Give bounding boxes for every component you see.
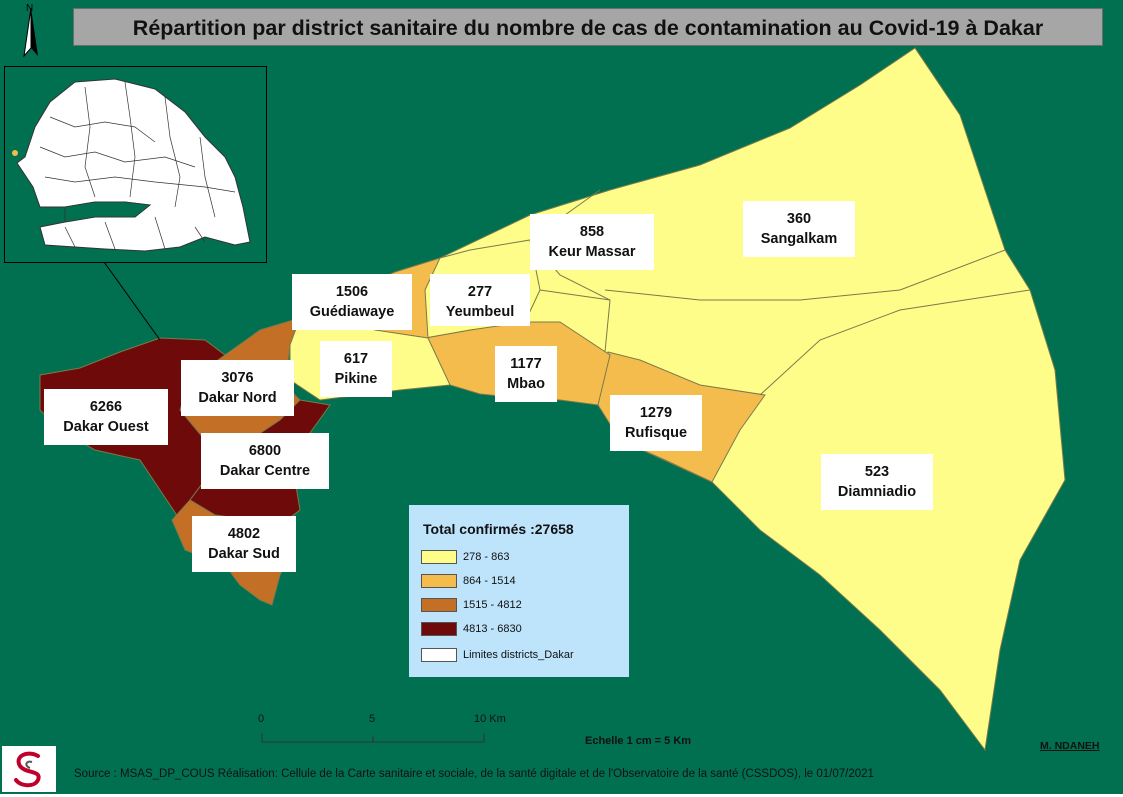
- legend-item-label: 864 - 1514: [463, 575, 516, 587]
- legend-item: 864 - 1514: [421, 574, 626, 590]
- scale-tick-10: 10 Km: [474, 713, 506, 725]
- district-label-dakar-centre: 6800 Dakar Centre: [201, 433, 329, 489]
- district-name: Guédiawaye: [309, 304, 395, 320]
- legend-item: 1515 - 4812: [421, 598, 626, 614]
- district-cases: 858: [579, 224, 605, 240]
- district-cases: 1177: [510, 356, 542, 372]
- legend-swatch: [421, 550, 457, 564]
- scale-text: Echelle 1 cm = 5 Km: [585, 735, 692, 747]
- legend-item: Limites districts_Dakar: [421, 648, 626, 664]
- district-cases: 6266: [89, 399, 123, 415]
- map-legend: Total confirmés :27658 278 - 863 864 - 1…: [409, 505, 629, 677]
- district-cases: 360: [786, 211, 812, 227]
- district-name: Keur Massar: [548, 244, 636, 260]
- district-cases: 4802: [227, 526, 261, 542]
- legend-swatch: [421, 622, 457, 636]
- legend-swatch: [421, 574, 457, 588]
- district-name: Sangalkam: [760, 231, 838, 247]
- legend-item-label: Limites districts_Dakar: [463, 649, 574, 661]
- district-label-dakar-ouest: 6266 Dakar Ouest: [44, 389, 168, 445]
- district-name: Dakar Ouest: [63, 419, 149, 435]
- district-label-guediawaye: 1506 Guédiawaye: [292, 274, 412, 330]
- district-label-dakar-nord: 3076 Dakar Nord: [181, 360, 294, 416]
- district-label-dakar-sud: 4802 Dakar Sud: [192, 516, 296, 572]
- district-label-yeumbeul: 277 Yeumbeul: [430, 274, 530, 326]
- district-label-pikine: 617 Pikine: [320, 341, 392, 397]
- district-cases: 6800: [248, 443, 282, 459]
- legend-item-label: 278 - 863: [463, 551, 510, 563]
- senegal-inset-map: [4, 66, 267, 263]
- ministry-logo: [2, 746, 56, 792]
- district-cases: 523: [864, 464, 890, 480]
- district-label-diamniadio: 523 Diamniadio: [821, 454, 933, 510]
- district-label-sangalkam: 360 Sangalkam: [743, 201, 855, 257]
- district-name: Yeumbeul: [445, 304, 515, 320]
- district-name: Pikine: [334, 371, 378, 387]
- district-cases: 277: [467, 284, 493, 300]
- senegal-outline-icon: [12, 78, 251, 252]
- district-label-mbao: 1177 Mbao: [495, 346, 557, 402]
- legend-swatch: [421, 648, 457, 662]
- north-arrow-letter: N: [26, 3, 34, 14]
- district-name: Dakar Sud: [208, 546, 280, 562]
- scale-bar-graphic: [261, 733, 485, 743]
- district-cases: 1279: [639, 405, 673, 421]
- legend-title: Total confirmés :27658: [423, 521, 574, 537]
- district-name: Mbao: [507, 376, 545, 392]
- district-cases: 1506: [335, 284, 369, 300]
- inset-connector-line: [93, 247, 161, 341]
- legend-item-label: 4813 - 6830: [463, 623, 522, 635]
- district-name: Rufisque: [624, 425, 688, 441]
- district-cases: 3076: [221, 370, 254, 386]
- legend-item-label: 1515 - 4812: [463, 599, 522, 611]
- source-credit: Source : MSAS_DP_COUS Réalisation: Cellu…: [74, 768, 874, 780]
- district-name: Dakar Nord: [198, 390, 277, 406]
- district-name: Diamniadio: [837, 484, 917, 500]
- author-credit: M. NDANEH: [1040, 740, 1100, 752]
- scale-tick-5: 5: [369, 713, 376, 725]
- legend-swatch: [421, 598, 457, 612]
- legend-item: 4813 - 6830: [421, 622, 626, 638]
- scale-tick-0: 0: [258, 713, 265, 725]
- north-arrow-icon: [23, 7, 38, 58]
- district-name: Dakar Centre: [219, 463, 311, 479]
- map-title: Répartition par district sanitaire du no…: [73, 8, 1103, 46]
- district-label-keur-massar: 858 Keur Massar: [530, 214, 654, 270]
- district-label-rufisque: 1279 Rufisque: [610, 395, 702, 451]
- district-cases: 617: [343, 351, 369, 367]
- legend-item: 278 - 863: [421, 550, 626, 566]
- logo-icon: [14, 751, 41, 788]
